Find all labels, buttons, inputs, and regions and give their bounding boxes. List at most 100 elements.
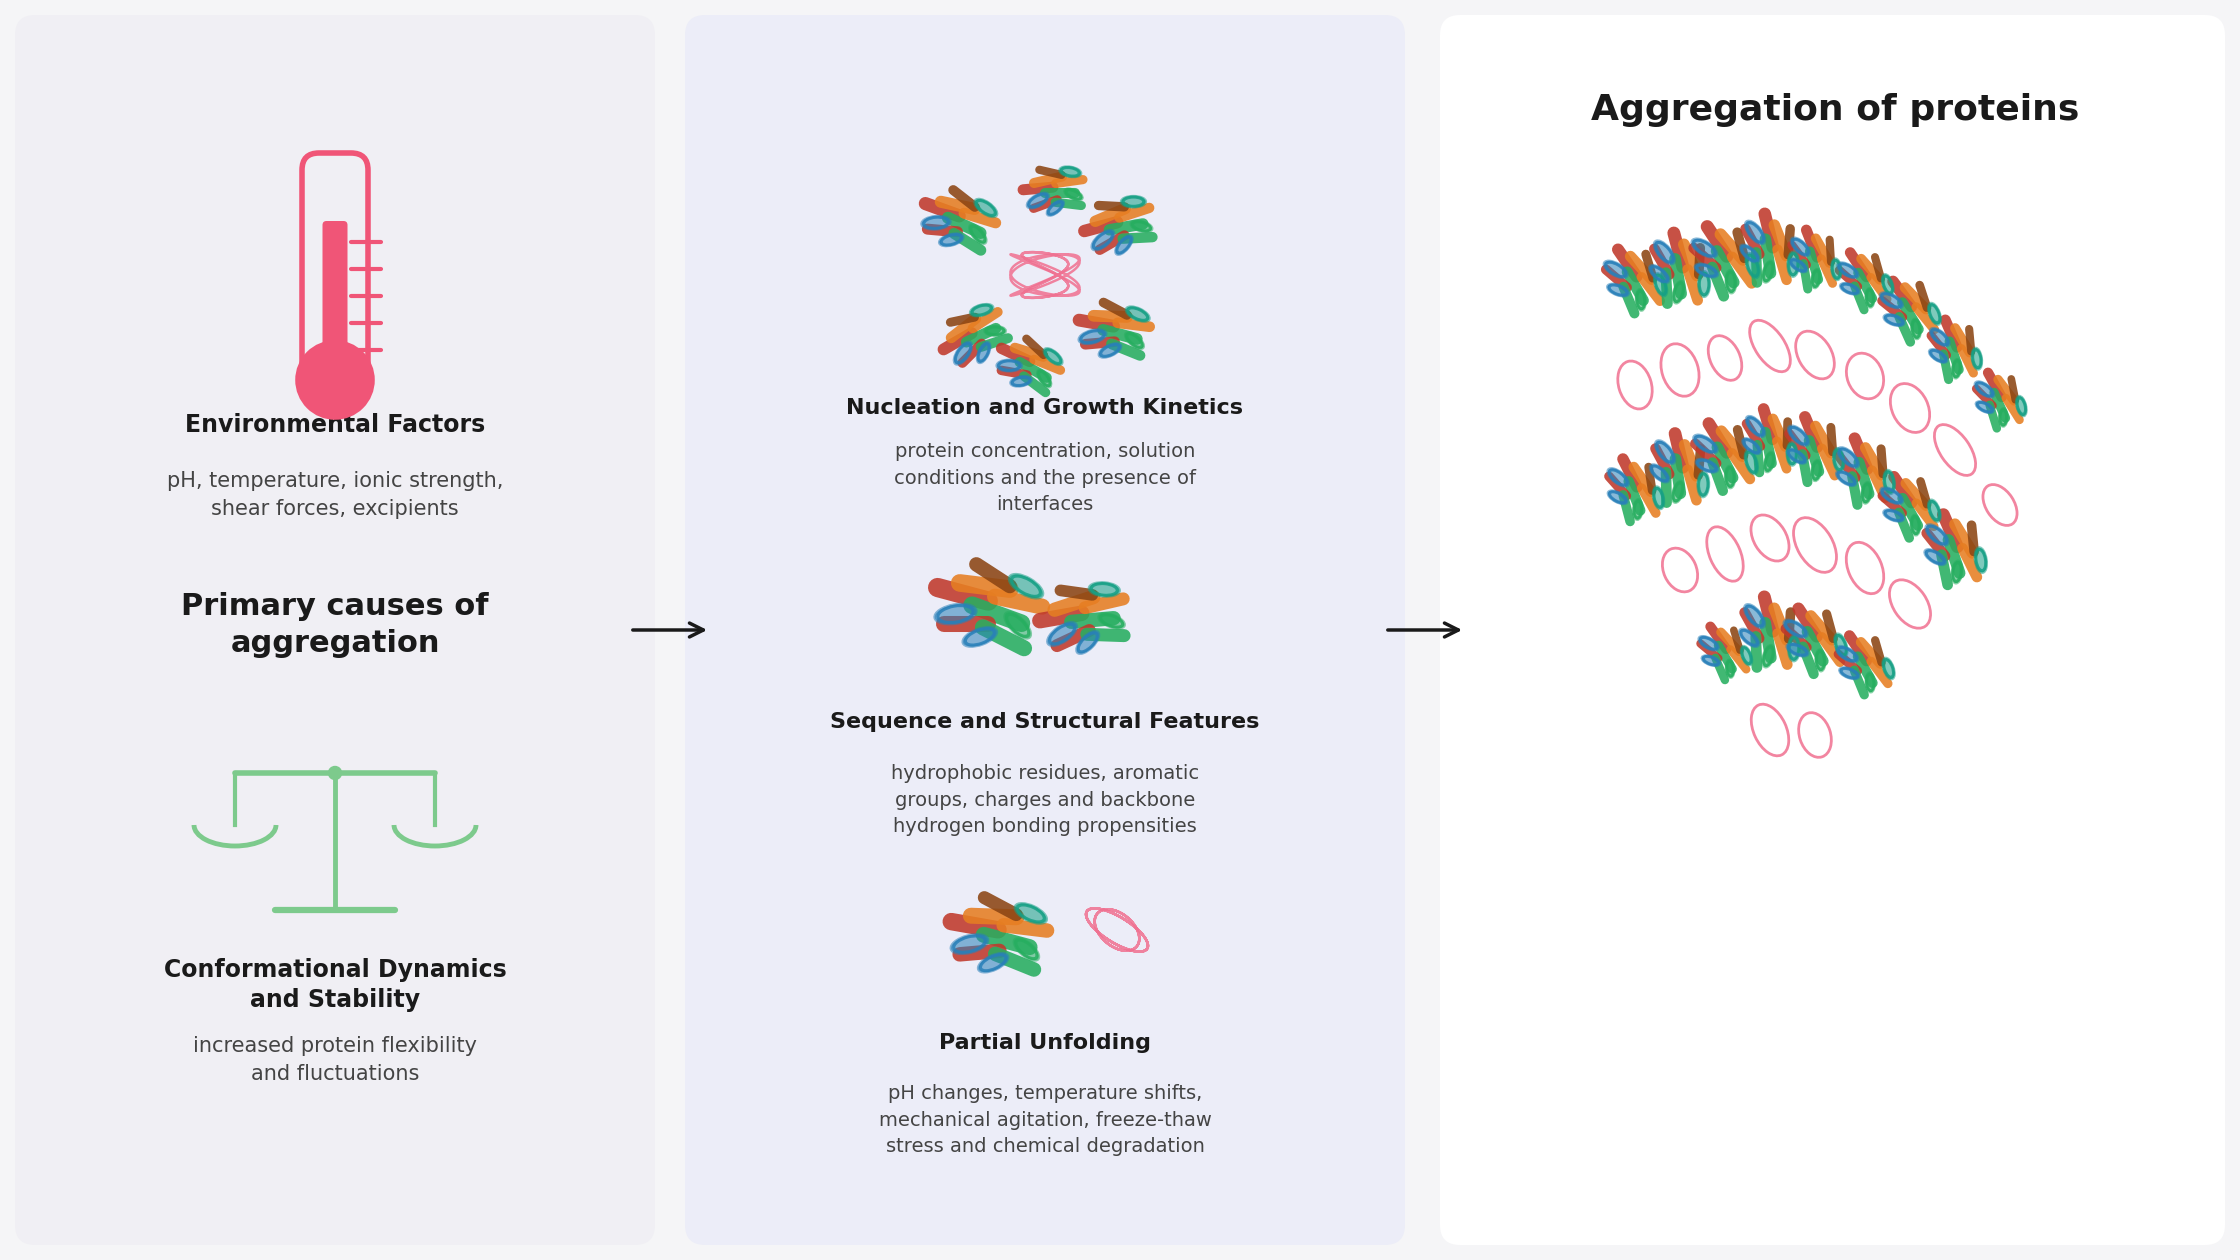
Ellipse shape: [1698, 472, 1709, 496]
Text: Conformational Dynamics
and Stability: Conformational Dynamics and Stability: [164, 958, 506, 1012]
Ellipse shape: [974, 199, 997, 217]
Ellipse shape: [1951, 561, 1962, 583]
Ellipse shape: [1698, 636, 1718, 650]
Text: increased protein flexibility
and fluctuations: increased protein flexibility and fluctu…: [193, 1037, 477, 1084]
Ellipse shape: [1100, 344, 1120, 358]
Ellipse shape: [1740, 646, 1752, 665]
Ellipse shape: [1976, 548, 1987, 572]
Ellipse shape: [921, 217, 950, 229]
Ellipse shape: [1911, 515, 1920, 535]
Ellipse shape: [1788, 252, 1799, 276]
Ellipse shape: [1649, 266, 1669, 282]
Ellipse shape: [1817, 650, 1826, 672]
Ellipse shape: [1725, 466, 1734, 488]
Ellipse shape: [1812, 270, 1821, 287]
Ellipse shape: [1673, 481, 1684, 503]
Ellipse shape: [1608, 284, 1628, 296]
Ellipse shape: [979, 954, 1008, 973]
Text: Aggregation of proteins: Aggregation of proteins: [1590, 93, 2079, 127]
FancyBboxPatch shape: [1440, 15, 2224, 1245]
Ellipse shape: [1926, 524, 1949, 546]
Ellipse shape: [1745, 450, 1758, 474]
Ellipse shape: [1604, 261, 1628, 277]
Ellipse shape: [1696, 459, 1718, 472]
Ellipse shape: [1745, 220, 1765, 243]
Ellipse shape: [1015, 903, 1046, 924]
Ellipse shape: [1740, 244, 1758, 262]
Ellipse shape: [1693, 435, 1718, 454]
Text: Primary causes of
aggregation: Primary causes of aggregation: [181, 592, 488, 658]
Ellipse shape: [1879, 292, 1902, 309]
Ellipse shape: [2000, 408, 2007, 426]
Ellipse shape: [1048, 622, 1077, 645]
Ellipse shape: [963, 627, 997, 646]
Ellipse shape: [1837, 471, 1857, 485]
Circle shape: [329, 766, 340, 780]
Ellipse shape: [1743, 438, 1761, 454]
Ellipse shape: [1812, 460, 1821, 481]
Ellipse shape: [1608, 491, 1626, 504]
Text: protein concentration, solution
conditions and the presence of
interfaces: protein concentration, solution conditio…: [894, 442, 1196, 514]
Ellipse shape: [1884, 658, 1895, 679]
Ellipse shape: [1089, 582, 1120, 596]
Ellipse shape: [1884, 315, 1904, 325]
Text: pH, temperature, ionic strength,
shear forces, excipients: pH, temperature, ionic strength, shear f…: [166, 471, 504, 519]
FancyBboxPatch shape: [685, 15, 1404, 1245]
Ellipse shape: [1655, 441, 1676, 464]
Ellipse shape: [1698, 271, 1709, 296]
Ellipse shape: [1091, 231, 1113, 249]
Ellipse shape: [1122, 197, 1145, 207]
FancyBboxPatch shape: [16, 15, 654, 1245]
Ellipse shape: [1015, 939, 1039, 960]
Ellipse shape: [986, 326, 1006, 335]
Ellipse shape: [1673, 281, 1684, 304]
Ellipse shape: [1131, 220, 1151, 232]
Text: Nucleation and Growth Kinetics: Nucleation and Growth Kinetics: [847, 398, 1243, 418]
Ellipse shape: [1976, 382, 1994, 397]
Ellipse shape: [1790, 258, 1808, 272]
Ellipse shape: [1028, 193, 1048, 208]
Ellipse shape: [1788, 644, 1808, 656]
Ellipse shape: [1924, 549, 1947, 564]
Ellipse shape: [1046, 200, 1064, 215]
Ellipse shape: [934, 604, 977, 624]
Ellipse shape: [1861, 483, 1870, 503]
Ellipse shape: [1608, 469, 1628, 486]
Ellipse shape: [1077, 631, 1100, 654]
Ellipse shape: [1116, 236, 1133, 255]
Ellipse shape: [1911, 319, 1920, 339]
Ellipse shape: [1783, 620, 1808, 638]
Ellipse shape: [1866, 673, 1875, 692]
Ellipse shape: [1788, 635, 1799, 662]
Ellipse shape: [1839, 668, 1859, 679]
Ellipse shape: [1633, 499, 1642, 519]
Ellipse shape: [1064, 189, 1082, 200]
Ellipse shape: [1691, 239, 1716, 257]
Ellipse shape: [1653, 241, 1676, 263]
Ellipse shape: [1763, 261, 1774, 282]
Ellipse shape: [1763, 645, 1774, 667]
Ellipse shape: [1702, 655, 1720, 665]
Text: Sequence and Structural Features: Sequence and Structural Features: [831, 712, 1259, 732]
Ellipse shape: [1832, 258, 1841, 280]
FancyBboxPatch shape: [323, 220, 347, 369]
Ellipse shape: [1788, 426, 1810, 446]
Ellipse shape: [1929, 349, 1947, 363]
Ellipse shape: [1929, 500, 1940, 522]
Ellipse shape: [1127, 306, 1149, 321]
Ellipse shape: [1745, 605, 1765, 627]
Ellipse shape: [1635, 290, 1646, 310]
Ellipse shape: [970, 304, 992, 316]
Ellipse shape: [1653, 486, 1664, 509]
Ellipse shape: [1725, 271, 1736, 294]
Ellipse shape: [1098, 614, 1124, 629]
Ellipse shape: [997, 360, 1021, 372]
Ellipse shape: [1745, 253, 1758, 278]
Ellipse shape: [954, 341, 972, 364]
Ellipse shape: [1124, 333, 1145, 349]
Ellipse shape: [977, 343, 990, 363]
Ellipse shape: [1653, 273, 1667, 296]
Ellipse shape: [1008, 575, 1044, 598]
Ellipse shape: [1837, 646, 1857, 662]
Ellipse shape: [1747, 416, 1765, 437]
